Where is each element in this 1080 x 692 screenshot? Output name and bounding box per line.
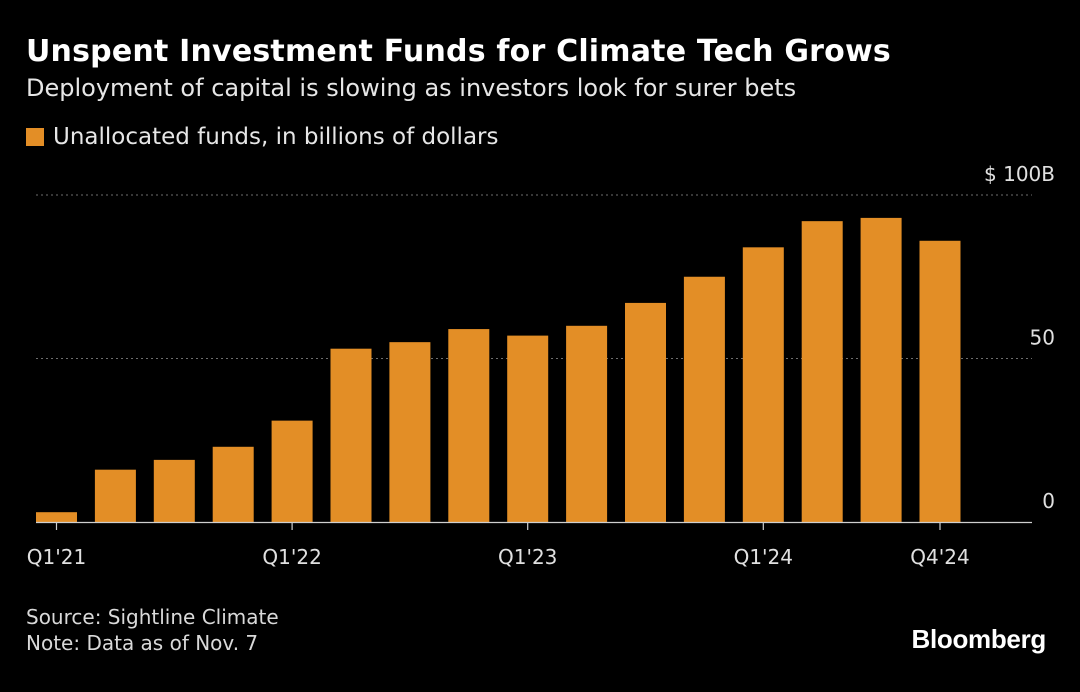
x-tick-label: Q1'24 (734, 545, 793, 569)
bar (625, 302, 666, 522)
axes: 0 50 $ 100B Q1'21 Q1'22 Q1'23 Q1'24 Q4'24 (27, 162, 1055, 569)
bar (919, 240, 961, 522)
data-note: Note: Data as of Nov. 7 (26, 631, 259, 655)
chart-subtitle: Deployment of capital is slowing as inve… (26, 74, 797, 102)
bar (742, 247, 784, 522)
bar (683, 276, 725, 522)
source-note: Source: Sightline Climate (26, 605, 279, 629)
footer: Source: Sightline Climate Note: Data as … (26, 604, 279, 656)
bar (860, 217, 902, 522)
bar (36, 512, 77, 522)
y-tick-label: $ 100B (984, 162, 1055, 186)
bar (801, 221, 843, 522)
bar (507, 335, 549, 522)
bar (271, 420, 313, 522)
y-tick-label: 0 (1042, 489, 1055, 513)
bar (389, 342, 431, 522)
legend: Unallocated funds, in billions of dollar… (26, 124, 498, 150)
x-tick-label: Q1'21 (27, 545, 86, 569)
bar (566, 325, 608, 522)
bar (153, 459, 195, 522)
legend-swatch (26, 128, 44, 146)
bars (36, 217, 961, 522)
x-tick-label: Q1'22 (262, 545, 321, 569)
legend-label: Unallocated funds, in billions of dollar… (53, 124, 499, 150)
bar (448, 329, 490, 522)
x-tick-label: Q4'24 (910, 545, 969, 569)
bar (212, 446, 254, 522)
bloomberg-logo: Bloomberg (911, 624, 1046, 654)
y-tick-label: 50 (1030, 326, 1055, 350)
x-tick-label: Q1'23 (498, 545, 557, 569)
bar (94, 469, 136, 522)
chart-title: Unspent Investment Funds for Climate Tec… (26, 34, 891, 69)
bar (330, 348, 372, 522)
